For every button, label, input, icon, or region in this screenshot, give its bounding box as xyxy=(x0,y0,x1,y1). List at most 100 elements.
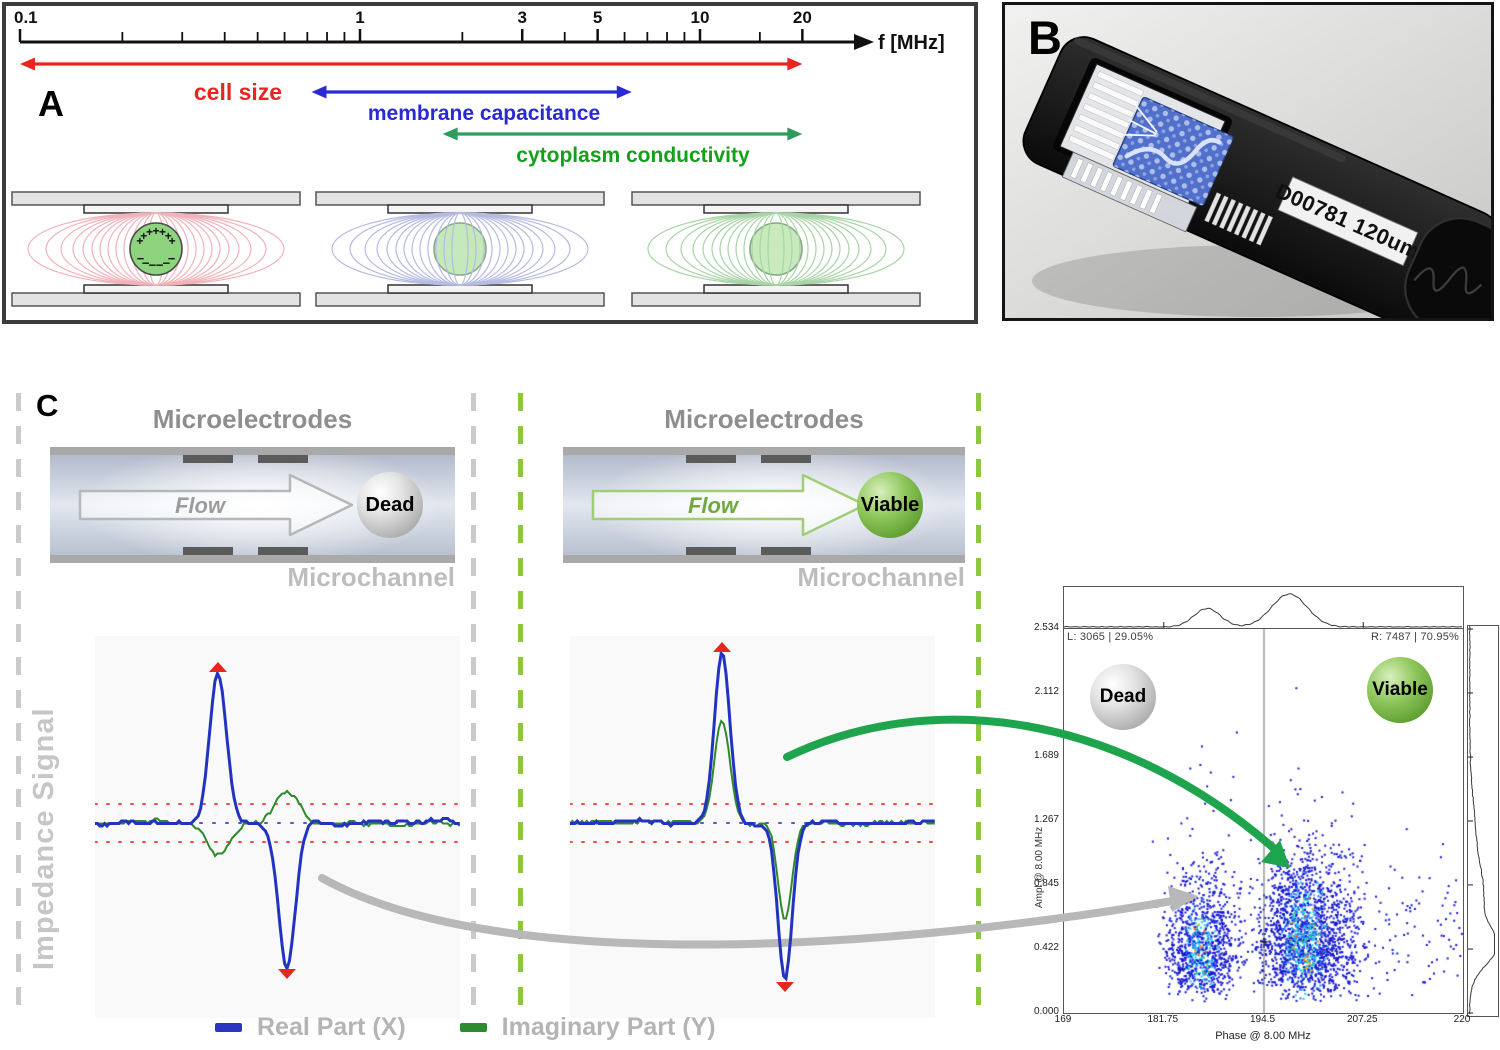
impedance-signal-axis-label: Impedance Signal xyxy=(28,707,60,970)
electrode-finger xyxy=(1226,202,1244,233)
electrode-finger xyxy=(1079,162,1094,184)
electrode-finger xyxy=(1089,166,1104,188)
scatter-y-tick-label: 0.422 xyxy=(1033,942,1059,954)
flow-label: Flow xyxy=(175,493,227,518)
scatter-x-axis-title: Phase @ 8.00 MHz xyxy=(1215,1030,1311,1042)
scatter-y-tick-label: 2.112 xyxy=(1034,685,1059,697)
dead-population-badge: Dead xyxy=(1090,664,1156,730)
flow-arrow-left: Flow xyxy=(78,473,354,537)
viable-cell-label: Viable xyxy=(860,493,920,516)
real-part-trace xyxy=(570,650,935,982)
electrode-finger xyxy=(1129,184,1143,206)
range-label: cell size xyxy=(194,79,282,105)
panel-a-label: A xyxy=(38,83,64,124)
range-arrowhead-right xyxy=(787,57,803,71)
divider-dashed-green-mid xyxy=(518,393,523,1017)
chip-id-label-strip xyxy=(1277,176,1419,267)
legend-item-imaginary: Imaginary Part (Y) xyxy=(459,1013,716,1042)
scatter-x-tick-label: 220 xyxy=(1453,1014,1471,1025)
field-line xyxy=(27,212,285,286)
dead-cell-label: Dead xyxy=(365,493,415,516)
viable-cell-sphere: Viable xyxy=(857,472,923,538)
membrane-minus-charge: − xyxy=(156,258,164,273)
phase-marginal-histogram xyxy=(1063,586,1464,630)
electrode-bottom-left-1 xyxy=(183,547,233,555)
membrane-minus-charge: − xyxy=(163,255,171,270)
electrode-finger xyxy=(1077,113,1126,140)
top-plate xyxy=(315,191,605,206)
flow-arrow xyxy=(78,473,354,537)
electrode-finger xyxy=(1087,92,1135,118)
scatter-x-tick-label: 194.5 xyxy=(1249,1014,1276,1025)
panel-b-label: B xyxy=(1028,11,1062,64)
electrode-top-left-2 xyxy=(258,455,308,463)
cartridge: D00781 120um xyxy=(1022,36,1500,341)
bottom-electrode xyxy=(703,284,849,294)
membrane-minus-charge: − xyxy=(142,255,150,270)
membrane-minus-charge: − xyxy=(149,258,157,273)
dead-cell-sphere: Dead xyxy=(357,472,423,538)
top-electrode xyxy=(387,204,533,214)
panel-c-label: C xyxy=(36,388,59,423)
bottom-plate xyxy=(11,292,301,307)
membrane-plus-charge: + xyxy=(140,229,147,243)
electrode-finger xyxy=(1256,215,1274,246)
flow-arrow-right: Flow xyxy=(591,473,867,537)
membrane-plus-charge: + xyxy=(169,234,176,248)
viable-population-label: Viable xyxy=(1372,679,1428,700)
microchannel-caption-left: Microchannel xyxy=(287,562,455,592)
ampl-histogram-curve xyxy=(1468,626,1495,1015)
microfluidic-chip-photo: D00781 120um xyxy=(1005,5,1500,341)
gate-stats-right: R: 7487 | 70.95% xyxy=(1370,631,1459,643)
imaginary-part-swatch xyxy=(459,1023,487,1032)
gate-stats-left: L: 3065 | 29.05% xyxy=(1067,631,1154,643)
field-diagram xyxy=(315,191,605,307)
frequency-axis-arrowhead xyxy=(854,34,874,50)
microelectrodes-title-right: Microelectrodes xyxy=(664,404,864,434)
top-plate xyxy=(11,191,301,206)
membrane-plus-charge: + xyxy=(152,224,159,238)
electrode-finger xyxy=(1211,195,1229,226)
imaginary-part-label: Imaginary Part (Y) xyxy=(501,1013,716,1041)
real-part-label: Real Part (X) xyxy=(257,1013,406,1041)
frequency-spectrum-diagram: 0.1 1 3 5 10 20 f [MHz] cell size membrane capac… xyxy=(11,8,945,307)
chip-channel xyxy=(1124,138,1222,166)
panel-a: 0.1 1 3 5 10 20 f [MHz] cell size membrane capac… xyxy=(2,2,978,324)
electrode-finger xyxy=(1119,180,1133,201)
scatter-y-tick-label: 1.267 xyxy=(1033,814,1059,825)
electrode-finger xyxy=(1068,135,1116,161)
membrane-minus-charge: − xyxy=(137,251,145,266)
ampl-marginal-histogram xyxy=(1467,625,1499,1017)
electrode-finger xyxy=(1099,171,1114,193)
axis-tick-label: 10 xyxy=(691,8,710,27)
scatter-x-tick-label: 207.25 xyxy=(1346,1014,1378,1025)
body-highlight xyxy=(1073,37,1346,163)
electrode-finger xyxy=(1096,70,1145,97)
electrode-finger xyxy=(1241,208,1259,239)
microelectrodes-title-left: Microelectrodes xyxy=(152,404,353,434)
scatter-x-tick-label: 181.75 xyxy=(1147,1014,1179,1025)
scatter-y-tick-label: 0.845 xyxy=(1033,877,1059,889)
microchannel-right: Flow Viable xyxy=(563,447,965,563)
field-diagram xyxy=(631,191,921,307)
bottom-electrode xyxy=(83,284,229,294)
electrode-top-right-1 xyxy=(686,455,736,463)
electrode-finger xyxy=(1204,192,1222,223)
electrode-finger xyxy=(1070,158,1084,179)
scatter-x-tick-label: 169 xyxy=(1054,1014,1072,1025)
axis-tick-label: 3 xyxy=(517,8,526,27)
impedance-trace-dead xyxy=(95,662,460,979)
microchannel-caption-right: Microchannel xyxy=(797,562,965,592)
field-diagram: +++ + +++−− − − −− xyxy=(11,191,301,307)
chip-dot-overlay xyxy=(1113,97,1233,206)
membrane-minus-charge: − xyxy=(168,251,176,266)
cell xyxy=(129,222,183,276)
electrode-finger xyxy=(1073,124,1121,151)
divider-dashed-green-right xyxy=(976,393,981,1017)
membrane-plus-charge: + xyxy=(136,234,143,248)
divider-dashed-gray-mid xyxy=(471,393,476,1017)
electrode-finger xyxy=(1092,81,1140,108)
electrode-bottom-right-1 xyxy=(686,547,736,555)
scatter-y-tick-label: 1.689 xyxy=(1033,750,1059,762)
electrode-top-left-1 xyxy=(183,455,233,463)
